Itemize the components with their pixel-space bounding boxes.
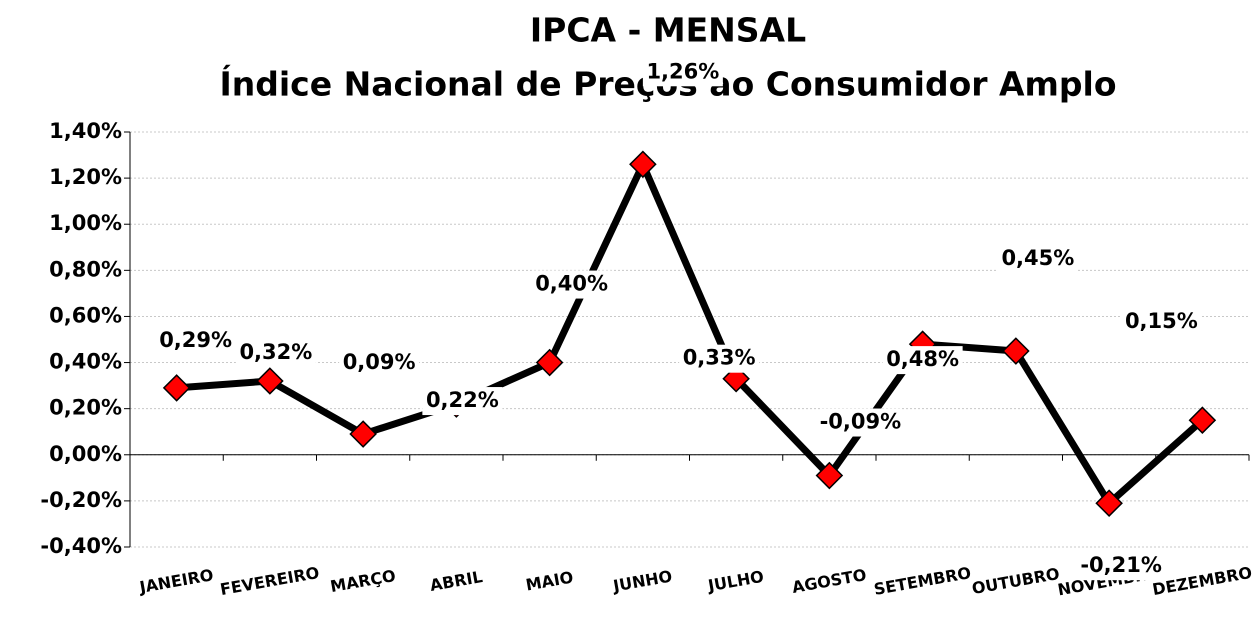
data-label: 0,40%	[535, 272, 608, 296]
data-label: 0,32%	[239, 340, 312, 364]
y-tick-label: -0,20%	[40, 488, 122, 512]
data-label-group: 0,40%	[531, 270, 612, 299]
y-tick-label: 0,00%	[49, 442, 122, 466]
x-tick-label: FEVEREIRO	[219, 563, 321, 599]
data-label-group: -0,21%	[1080, 552, 1162, 581]
marker	[162, 374, 191, 402]
marker	[349, 420, 377, 448]
x-tick-label: JANEIRO	[137, 565, 215, 597]
y-tick-label: 0,40%	[49, 350, 122, 374]
label-bg	[339, 349, 420, 378]
data-label-group: -0,09%	[820, 408, 902, 437]
label-bg	[997, 245, 1078, 274]
y-tick-label: 0,20%	[49, 396, 122, 420]
y-tick-label: 0,80%	[49, 257, 122, 281]
data-label: -0,21%	[1080, 553, 1162, 577]
data-label: 0,48%	[886, 347, 959, 371]
marker	[1095, 489, 1123, 517]
data-label-group: 0,48%	[882, 346, 963, 375]
data-label-group: 0,29%	[155, 326, 236, 355]
data-label-group: 0,45%	[997, 245, 1078, 274]
data-label-group: 0,32%	[235, 339, 316, 367]
label-bg	[882, 346, 963, 375]
label-bg	[155, 326, 236, 355]
marker	[815, 461, 844, 490]
x-tick-label: MAIO	[524, 568, 574, 595]
x-tick-label: JUNHO	[611, 567, 674, 596]
y-tick-label: 1,20%	[49, 165, 122, 189]
x-tick-label: SETEMBRO	[872, 563, 972, 599]
label-bg	[1121, 308, 1202, 337]
x-tick-label: OUTUBRO	[970, 564, 1061, 598]
data-label: 1,26%	[646, 59, 719, 83]
label-bg	[1081, 552, 1162, 581]
x-tick-label: ABRIL	[428, 567, 484, 595]
data-label-group: 0,15%	[1121, 308, 1202, 337]
data-label-group: 0,33%	[679, 344, 760, 373]
data-label: 0,22%	[426, 388, 499, 412]
label-bg	[642, 58, 723, 87]
y-tick-label: 0,60%	[49, 303, 122, 327]
data-label-group: 0,09%	[339, 349, 420, 378]
data-label: 0,33%	[683, 346, 756, 370]
data-label: 0,09%	[343, 350, 416, 374]
x-tick-label: MARÇO	[329, 566, 397, 596]
data-label-group: 1,26%	[642, 58, 723, 87]
label-bg	[679, 344, 760, 373]
data-label-group: 0,22%	[422, 387, 503, 416]
data-label: -0,09%	[820, 410, 902, 434]
marker	[1002, 337, 1030, 365]
x-tick-label: JULHO	[706, 567, 766, 596]
data-label: 0,45%	[1001, 246, 1074, 270]
y-tick-label: 1,00%	[49, 211, 122, 235]
label-bg	[820, 408, 901, 437]
x-tick-label: DEZEMBRO	[1151, 563, 1252, 599]
marker	[535, 348, 564, 377]
label-bg	[531, 270, 612, 299]
label-bg	[422, 387, 503, 416]
data-label: 0,15%	[1125, 309, 1198, 333]
x-tick-label: AGOSTO	[791, 565, 868, 597]
marker	[629, 150, 657, 179]
y-tick-label: 1,40%	[49, 119, 122, 143]
marker	[1188, 406, 1217, 434]
y-tick-label: -0,40%	[40, 534, 122, 558]
chart-title: IPCA - MENSAL	[530, 11, 806, 50]
marker	[256, 367, 284, 395]
series-line	[176, 160, 1205, 507]
label-bg	[235, 339, 316, 367]
data-label: 0,29%	[159, 328, 232, 352]
